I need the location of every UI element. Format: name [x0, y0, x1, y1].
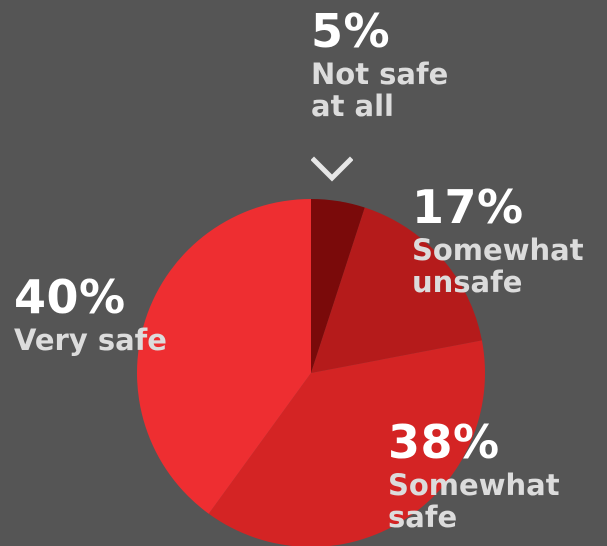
pie-slice-not-safe-at-all	[311, 199, 365, 373]
slice-category-label: Somewhat	[412, 233, 584, 267]
pie-slices	[137, 199, 486, 546]
slice-label-very-safe: 40% Very safe	[14, 274, 167, 356]
slice-value-label: 38%	[388, 415, 500, 469]
pie-slice-somewhat-safe	[208, 340, 486, 546]
slice-category-label: unsafe	[412, 265, 523, 300]
slice-label-somewhat-unsafe: 17% Somewhat unsafe	[412, 184, 584, 299]
slice-category-label: Very safe	[14, 323, 167, 357]
slice-category-label: at all	[311, 89, 394, 124]
slice-category-label: safe	[388, 500, 458, 535]
slice-value-label: 17%	[412, 180, 524, 234]
slice-category-label: Somewhat	[388, 468, 560, 502]
slice-value-label: 5%	[311, 4, 391, 58]
slice-label-not-safe-at-all: 5% Not safe at all	[311, 8, 448, 123]
slice-category-label: Not safe	[311, 57, 449, 91]
chevron-down-icon	[311, 156, 353, 182]
slice-label-somewhat-safe: 38% Somewhat safe	[388, 419, 560, 534]
slice-value-label: 40%	[14, 270, 126, 324]
pie-slice-somewhat-unsafe	[311, 207, 482, 373]
pie-slice-very-safe	[137, 199, 311, 514]
